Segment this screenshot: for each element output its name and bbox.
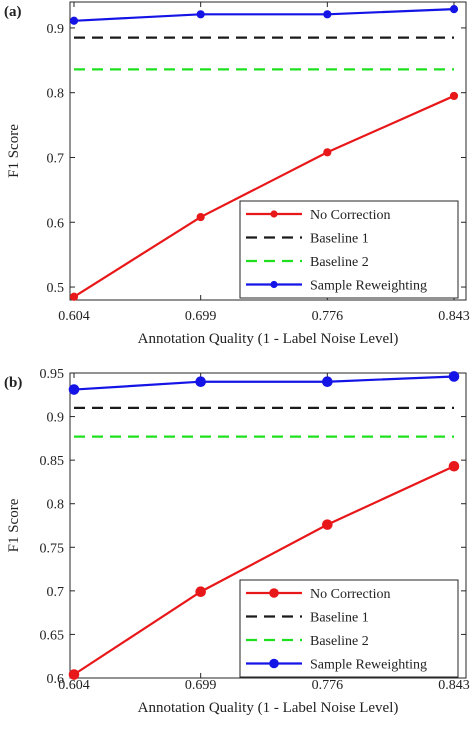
panel-label: (a) [4,4,22,20]
legend-marker-no-correction [270,210,278,218]
legend-label-baseline-2: Baseline 2 [310,634,369,649]
series-sample-reweighting [69,5,459,25]
data-point-no-correction [449,91,459,101]
x-axis-label: Annotation Quality (1 - Label Noise Leve… [138,331,399,347]
y-axis-label: F1 Score [6,124,22,178]
data-point-sample-reweighting [69,16,79,25]
x-tick-label: 0.843 [438,309,470,324]
y-tick-label: 0.8 [47,498,65,513]
data-point-sample-reweighting [196,10,205,19]
panel-b: (b) 0.6 0.65 0.7 0.75 0.8 0.85 0.9 0.95 0.604 0.69… [4,367,470,716]
x-tick-label: 0.776 [312,309,344,324]
series-line-no-correction [73,465,455,676]
y-tick-label: 0.95 [40,367,65,382]
y-tick-label: 0.5 [47,281,65,296]
data-point-no-correction [195,586,206,598]
legend-label-sample-reweighting: Sample Reweighting [310,658,427,673]
y-tick-label: 0.7 [47,585,65,600]
data-point-no-correction [322,519,333,530]
data-point-sample-reweighting [195,376,206,388]
y-tick-label: 0.8 [47,87,65,102]
y-tick-label: 0.6 [47,216,65,231]
legend-label-no-correction: No Correction [310,587,390,602]
legend-label-baseline-1: Baseline 1 [310,611,369,626]
data-point-sample-reweighting [323,10,332,19]
data-point-no-correction [196,212,205,222]
legend: No Correction Baseline 1 Baseline 2 Sample … [239,200,459,299]
x-tick-label: 0.699 [185,678,217,693]
y-tick-label: 0.6 [47,672,65,687]
legend-marker-no-correction [269,588,279,598]
panel-label: (b) [4,375,22,391]
y-tick-label: 0.75 [40,541,65,556]
y-tick-label: 0.85 [40,454,65,469]
legend-label-baseline-1: Baseline 1 [310,232,369,247]
x-tick-label: 0.776 [312,678,344,693]
legend-label-no-correction: No Correction [310,208,390,223]
legend-marker-sample-reweighting [269,658,279,669]
series-no-correction [68,460,460,680]
series-line-sample-reweighting [73,8,455,22]
y-tick-label: 0.9 [47,411,65,426]
series-line-no-correction [73,94,455,298]
x-tick-label: 0.843 [438,678,470,693]
series-no-correction [69,91,459,301]
y-axis-label: F1 Score [6,498,22,552]
data-point-no-correction [323,148,332,157]
legend-label-sample-reweighting: Sample Reweighting [310,279,427,294]
legend-box [239,200,459,299]
x-tick-label: 0.699 [185,309,217,324]
data-point-no-correction [68,669,80,680]
plot-area-frame [69,372,467,679]
series-sample-reweighting [68,371,460,395]
x-tick-label: 0.604 [58,309,90,324]
data-point-no-correction [448,460,460,472]
data-point-sample-reweighting [449,5,459,14]
data-point-sample-reweighting [322,376,333,388]
legend: No Correction Baseline 1 Baseline 2 Sample … [239,579,459,678]
y-tick-label: 0.7 [47,151,65,166]
legend-label-baseline-2: Baseline 2 [310,255,369,270]
data-point-sample-reweighting [68,384,80,395]
y-tick-label: 0.65 [40,628,65,643]
data-point-sample-reweighting [448,371,460,382]
x-axis-label: Annotation Quality (1 - Label Noise Leve… [138,700,399,716]
series-line-sample-reweighting [73,375,455,391]
plot-area-frame [69,1,467,301]
x-tick-label: 0.604 [58,678,90,693]
data-point-no-correction [69,292,79,301]
panel-a: (a) 0.5 0.6 0.7 0.8 0.9 0.604 0.699 0.776 0.843 An… [4,1,470,347]
legend-marker-sample-reweighting [270,280,278,289]
y-tick-label: 0.9 [47,22,65,37]
